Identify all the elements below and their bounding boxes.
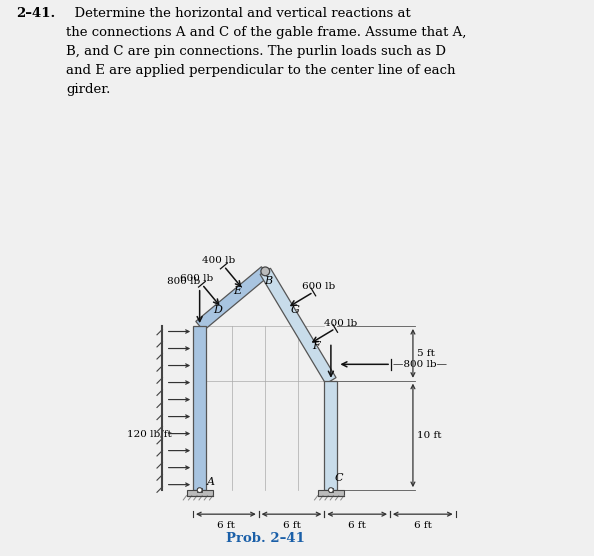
Text: 6 ft: 6 ft (348, 521, 366, 530)
Text: D: D (213, 305, 222, 315)
Text: 2–41.: 2–41. (17, 7, 56, 19)
Polygon shape (196, 267, 269, 331)
Text: 400 lb: 400 lb (202, 256, 235, 265)
Text: Prob. 2–41: Prob. 2–41 (226, 532, 305, 545)
Polygon shape (324, 381, 337, 490)
Text: 6 ft: 6 ft (414, 521, 432, 530)
Text: Determine the horizontal and vertical reactions at
the connections A and C of th: Determine the horizontal and vertical re… (67, 7, 467, 96)
Circle shape (197, 488, 202, 493)
Polygon shape (193, 326, 206, 490)
Text: 600 lb: 600 lb (180, 274, 213, 284)
Text: —800 lb—: —800 lb— (393, 360, 447, 369)
Text: 800 lb: 800 lb (166, 276, 200, 286)
Text: E: E (233, 286, 242, 296)
Bar (328, 488, 333, 492)
Circle shape (261, 267, 270, 276)
Text: B: B (264, 276, 273, 286)
Text: F: F (312, 341, 320, 351)
Polygon shape (318, 490, 344, 495)
Text: 400 lb: 400 lb (324, 319, 358, 327)
Text: 6 ft: 6 ft (283, 521, 301, 530)
Bar (197, 488, 202, 492)
Circle shape (328, 488, 333, 493)
Polygon shape (260, 268, 336, 384)
Text: 600 lb: 600 lb (302, 282, 336, 291)
Text: A: A (207, 476, 215, 486)
Text: C: C (334, 473, 343, 483)
Polygon shape (187, 490, 213, 495)
Text: G: G (290, 305, 299, 315)
Text: 120 lb/ft: 120 lb/ft (127, 429, 172, 438)
Text: 10 ft: 10 ft (418, 431, 442, 440)
Text: 6 ft: 6 ft (217, 521, 235, 530)
Text: 5 ft: 5 ft (418, 349, 435, 358)
